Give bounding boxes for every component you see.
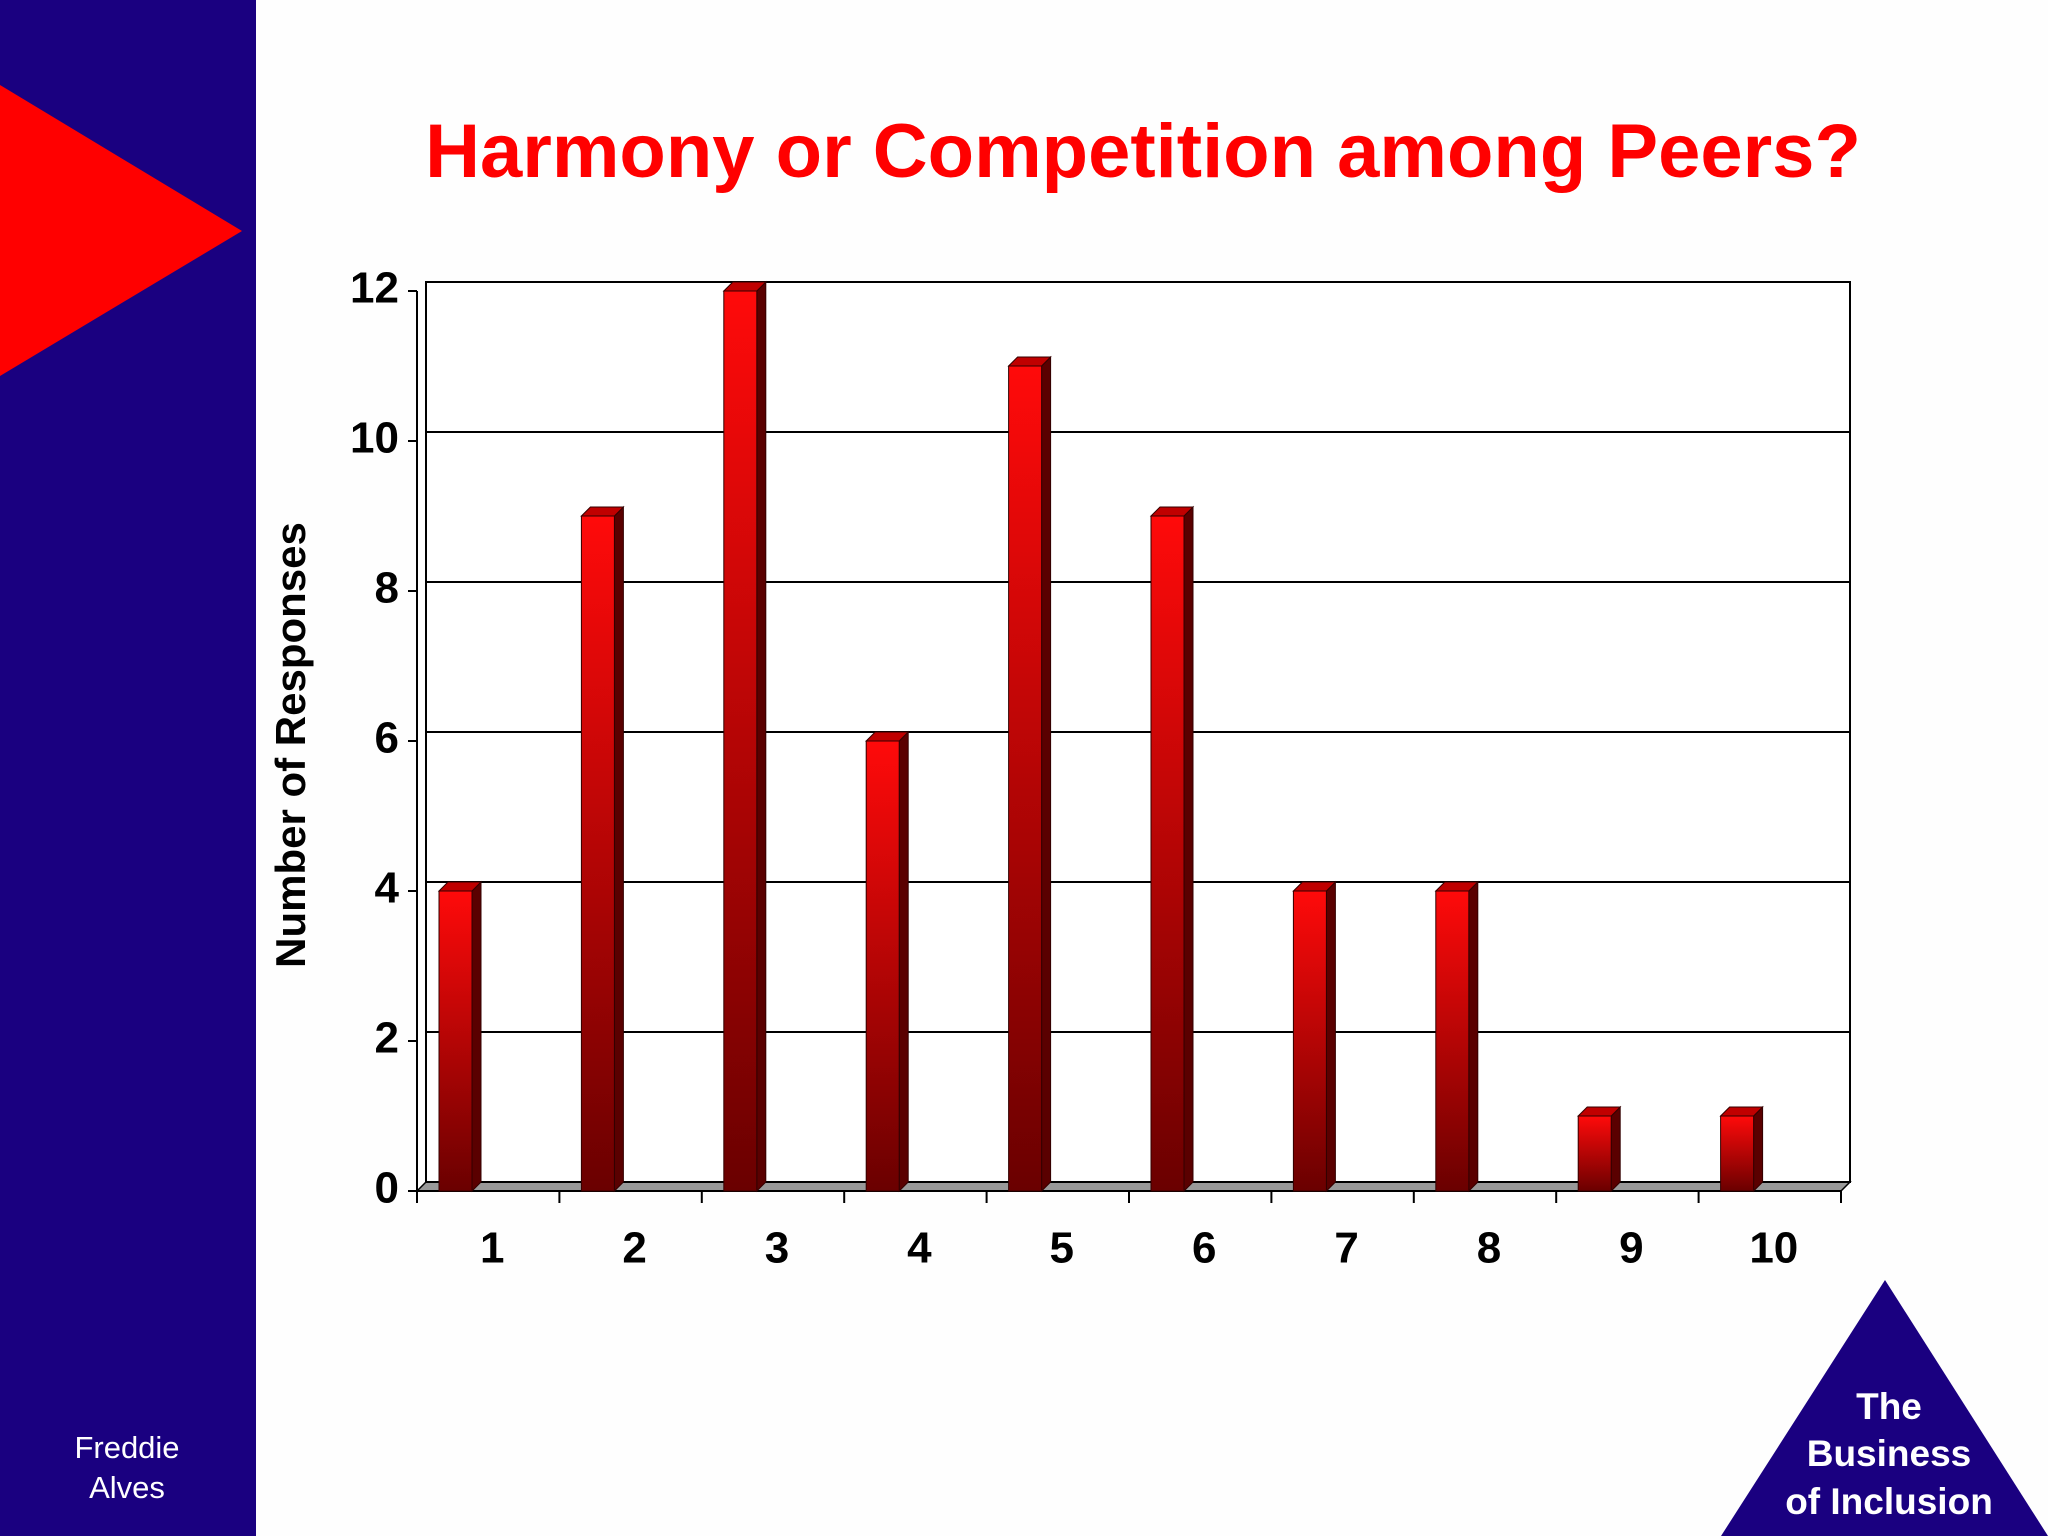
bar-side — [613, 505, 624, 1193]
x-tick-label: 1 — [480, 1224, 504, 1273]
logo-text: The — [1856, 1386, 1922, 1427]
bar — [1292, 890, 1327, 1192]
y-tick-label: 0 — [375, 1164, 399, 1213]
bar — [438, 890, 473, 1192]
bar-side — [756, 280, 767, 1193]
y-tick-label: 2 — [375, 1014, 399, 1063]
y-axis-label: Number of Responses — [267, 522, 314, 968]
bar-side — [1610, 1105, 1621, 1193]
bar — [1435, 890, 1470, 1192]
x-tick-label: 6 — [1192, 1224, 1216, 1273]
logo-text: Business — [1807, 1433, 1972, 1474]
bar — [1577, 1115, 1612, 1192]
x-tick-label: 7 — [1334, 1224, 1358, 1273]
author: Freddie — [74, 1430, 179, 1465]
bar-side — [471, 880, 482, 1193]
bar-side — [1041, 355, 1052, 1193]
x-tick-label: 4 — [907, 1224, 932, 1273]
x-tick-label: 8 — [1477, 1224, 1501, 1273]
bar — [1720, 1115, 1755, 1192]
bar-side — [1468, 880, 1479, 1193]
y-tick-label: 8 — [375, 564, 399, 613]
x-tick-label: 3 — [765, 1224, 789, 1273]
bar — [1150, 515, 1185, 1192]
bar — [723, 290, 758, 1192]
floor — [415, 1181, 1852, 1192]
bar — [1008, 365, 1043, 1192]
x-tick-label: 9 — [1619, 1224, 1643, 1273]
red-triangle — [0, 85, 242, 376]
y-tick-label: 12 — [350, 264, 399, 313]
logo-text: of Inclusion — [1785, 1481, 1993, 1522]
y-tick-label: 6 — [375, 714, 399, 763]
chart-title: Harmony or Competition among Peers? — [425, 109, 1861, 194]
y-tick-label: 4 — [375, 864, 400, 913]
author: Alves — [89, 1470, 165, 1505]
y-tick-label: 10 — [350, 414, 399, 463]
x-tick-label: 5 — [1050, 1224, 1074, 1273]
bar-side — [1753, 1105, 1764, 1193]
x-tick-label: 2 — [622, 1224, 646, 1273]
logo-triangle — [1721, 1280, 2048, 1536]
x-tick-label: 10 — [1749, 1224, 1798, 1273]
bar-side — [1325, 880, 1336, 1193]
bar-side — [898, 730, 909, 1193]
bar — [865, 740, 900, 1192]
bar — [580, 515, 615, 1192]
bar-side — [1183, 505, 1194, 1193]
